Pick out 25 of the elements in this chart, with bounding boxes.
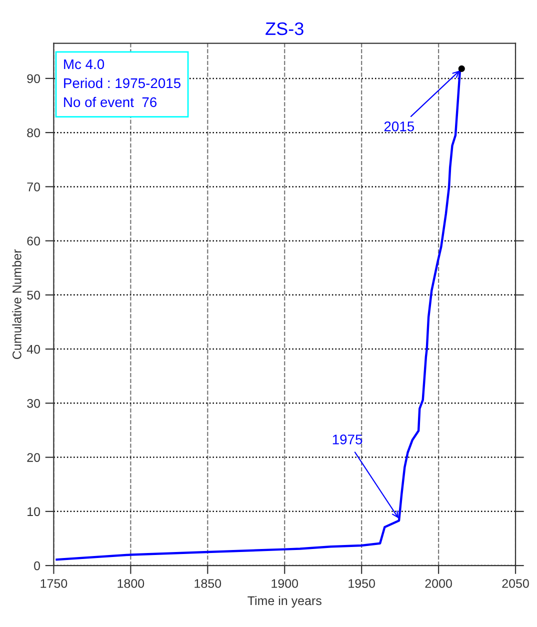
annotation: 2015 (384, 122, 414, 132)
y-tick-label: 90 (27, 74, 40, 84)
y-axis-title: Cumulative Number (12, 249, 22, 359)
annotation: 1975 (332, 434, 362, 444)
x-tick-label: 2050 (502, 579, 529, 588)
x-tick-label: 1800 (118, 579, 144, 588)
y-tick-label: 40 (26, 344, 40, 354)
annotation: Period : 1975-2015 (64, 78, 180, 88)
x-tick-label: 1750 (40, 579, 68, 588)
annotation: No of event 76 (64, 96, 157, 108)
y-tick-label: 0 (34, 561, 40, 570)
y-tick-label: 60 (27, 236, 40, 246)
y-tick-label: 20 (27, 453, 40, 462)
annotation: Mc 4.0 (64, 59, 104, 70)
y-tick-label: 70 (27, 182, 40, 192)
x-tick-label: 1850 (194, 579, 222, 588)
x-tick-label: 1950 (348, 579, 375, 588)
x-axis-title: Time in years (248, 596, 322, 608)
x-tick-label: 2000 (425, 579, 452, 588)
chart-title: ZS-3 (266, 22, 304, 36)
y-tick-label: 10 (28, 507, 40, 516)
y-tick-label: 30 (27, 398, 40, 408)
y-tick-label: 80 (27, 128, 40, 138)
x-tick-label: 1900 (272, 579, 298, 588)
y-tick-label: 50 (27, 290, 40, 300)
